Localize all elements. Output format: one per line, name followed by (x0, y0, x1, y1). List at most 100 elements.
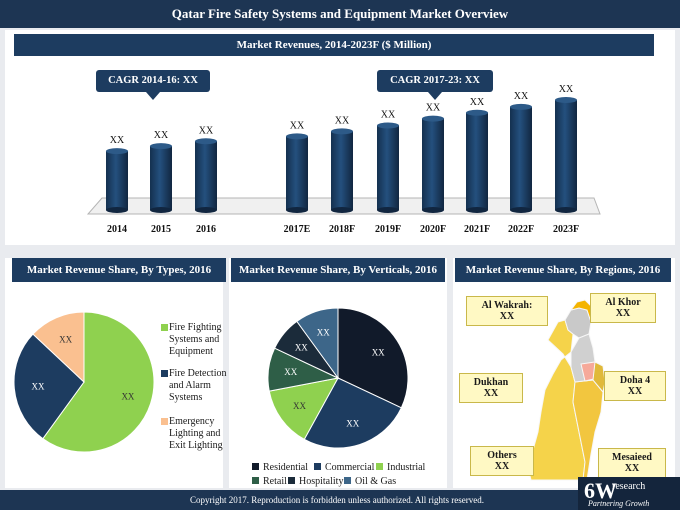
types-legend-item: Emergency Lighting and Exit Lighting (161, 416, 231, 452)
x-tick-label: 2017E (284, 224, 311, 235)
legend-label: Industrial (387, 462, 426, 473)
region-name: Al Wakrah: (481, 300, 533, 311)
bar-data-label: XX (290, 120, 305, 131)
pie-data-label: XX (59, 335, 72, 345)
bar-data-label: XX (335, 115, 350, 126)
legend-swatch (288, 477, 295, 484)
region-name: Dukhan (473, 377, 509, 388)
legend-swatch (376, 463, 383, 470)
logo-sub: research (612, 481, 646, 492)
legend-swatch (252, 463, 259, 470)
x-tick-label: 2014 (107, 224, 127, 235)
region-value: XX (483, 388, 499, 399)
x-tick-label: 2018F (329, 224, 355, 235)
pie-data-label: XX (317, 328, 330, 338)
bar-data-label: XX (470, 97, 485, 108)
region-label-al-khor: Al Khor XX (590, 293, 656, 323)
verticals-legend-item: Retail (252, 476, 287, 487)
x-tick-label: 2021F (464, 224, 490, 235)
legend-label: Hospitality (299, 476, 344, 487)
revenue-bar-chart: XX 2014 XX 2015 XX 2016 XX 2017E XX 2018F XX 2019F X… (86, 84, 601, 235)
legend-swatch (161, 418, 168, 425)
cagr-2017-23-callout: CAGR 2017-23: XX (377, 70, 493, 100)
pie-slice (296, 307, 339, 380)
pie-data-label: XX (295, 343, 308, 353)
legend-label: Fire Detection and Alarm Systems (169, 368, 227, 403)
legend-swatch (161, 324, 168, 331)
bar-data-label: XX (514, 91, 529, 102)
types-section-title: Market Revenue Share, By Types, 2016 (12, 258, 226, 282)
region-label-mesaieed: Mesaieed XX (598, 448, 666, 478)
x-tick-label: 2019F (375, 224, 401, 235)
pie-slice (268, 377, 339, 441)
x-tick-label: 2015 (151, 224, 171, 235)
legend-label: Residential (263, 462, 308, 473)
legend-swatch (314, 463, 321, 470)
region-name: Doha 4 (619, 375, 651, 386)
bar-data-label: XX (381, 110, 396, 121)
region-name: Mesaieed (612, 452, 652, 463)
x-tick-label: 2023F (553, 224, 579, 235)
region-value: XX (499, 311, 515, 322)
bar-data-label: XX (426, 103, 441, 114)
verticals-legend-item: Hospitality (288, 476, 343, 487)
legend-label: Retail (263, 476, 287, 487)
region-value: XX (627, 386, 643, 397)
legend-swatch (161, 370, 168, 377)
footer: Copyright 2017. Reproduction is forbidde… (0, 490, 680, 510)
logo-tagline: Partnering Growth (588, 499, 650, 508)
region-label-doha: Doha 4 XX (604, 371, 666, 401)
region-value: XX (615, 308, 631, 319)
page-title: Qatar Fire Safety Systems and Equipment … (0, 0, 680, 28)
bar-data-label: XX (199, 125, 214, 136)
pie-data-label: XX (293, 401, 306, 411)
copyright-text: Copyright 2017. Reproduction is forbidde… (190, 495, 484, 505)
bar-2020F (422, 115, 444, 213)
bar-2021F (466, 109, 488, 213)
legend-label: Oil & Gas (355, 476, 397, 487)
bar-2015 (150, 143, 172, 213)
bar-data-label: XX (110, 135, 125, 146)
pie-slice (337, 307, 409, 409)
x-tick-label: 2016 (196, 224, 216, 235)
bar-2014 (106, 148, 128, 213)
pie-slice (42, 311, 155, 453)
legend-label: Fire Fighting Systems and Equipment (169, 322, 222, 357)
x-tick-label: 2020F (420, 224, 446, 235)
bar-2023F (555, 97, 577, 213)
company-logo[interactable]: 6W research Partnering Growth (578, 477, 680, 510)
pie-slice (13, 333, 85, 440)
region-value: XX (624, 463, 640, 474)
legend-swatch (344, 477, 351, 484)
verticals-section-title: Market Revenue Share, By Verticals, 2016 (231, 258, 445, 282)
bar-2019F (377, 122, 399, 213)
bar-2017E (286, 133, 308, 213)
types-legend-item: Fire Fighting Systems and Equipment (161, 322, 231, 358)
pie-data-label: XX (372, 347, 385, 357)
types-legend-item: Fire Detection and Alarm Systems (161, 368, 231, 404)
verticals-legend-item: Commercial (314, 462, 374, 473)
region-value: XX (494, 461, 510, 472)
pie-charts: XX XX XX XX XX XX XX XX XX (13, 307, 409, 453)
region-label-al-wakrah: Al Wakrah: XX (466, 296, 548, 326)
regions-section-title: Market Revenue Share, By Regions, 2016 (455, 258, 671, 282)
logo-main: 6W (584, 478, 617, 503)
legend-label: Commercial (325, 462, 375, 473)
verticals-legend-item: Residential (252, 462, 308, 473)
cagr-2014-16-callout: CAGR 2014-16: XX (96, 70, 210, 100)
region-label-others: Others XX (470, 446, 534, 476)
bar-2016 (195, 138, 217, 213)
x-tick-label: 2022F (508, 224, 534, 235)
region-name: Others (487, 450, 517, 461)
verticals-legend-item: Industrial (376, 462, 425, 473)
pie-slice (32, 311, 85, 384)
verticals-legend-item: Oil & Gas (344, 476, 396, 487)
bar-2022F (510, 103, 532, 213)
pie-data-label: XX (121, 391, 134, 401)
revenue-chart-title: Market Revenues, 2014-2023F ($ Million) (14, 34, 654, 56)
pie-data-label: XX (284, 367, 297, 377)
legend-label: Emergency Lighting and Exit Lighting (169, 416, 223, 451)
bar-data-label: XX (559, 84, 574, 95)
bar-2018F (331, 128, 353, 213)
legend-swatch (252, 477, 259, 484)
